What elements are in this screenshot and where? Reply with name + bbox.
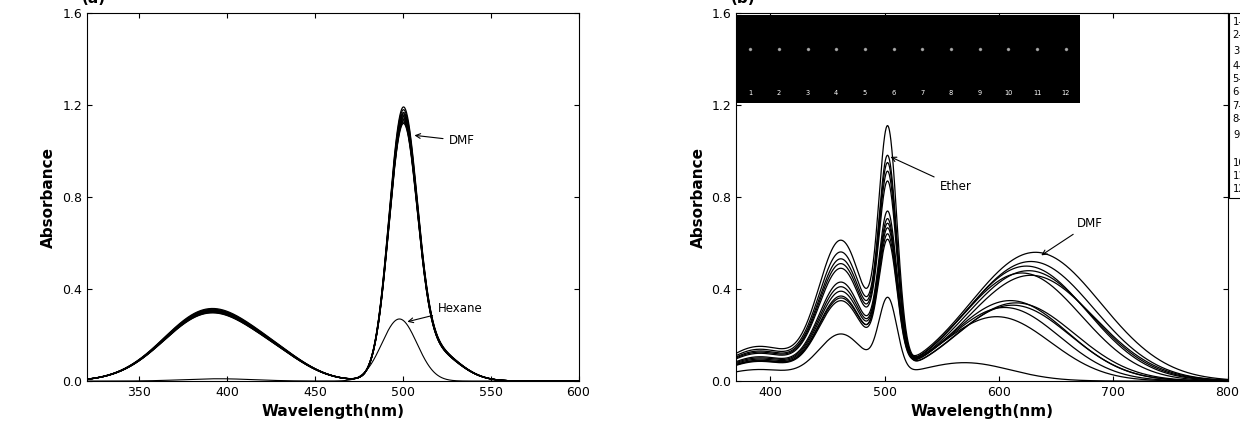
Text: 1-DMSO
2-DMF
3-CH$_3$CN
4-Acetone
5-THF
6-Ethyl acetate
7-Ether
8-DCM
9-CHCl$_3$: 1-DMSO 2-DMF 3-CH$_3$CN 4-Acetone 5-THF …	[1233, 17, 1240, 194]
Text: DMF: DMF	[415, 134, 475, 147]
Text: Hexane: Hexane	[408, 302, 482, 323]
Text: (a): (a)	[82, 0, 105, 6]
X-axis label: Wavelength(nm): Wavelength(nm)	[262, 404, 404, 420]
Y-axis label: Absorbance: Absorbance	[41, 147, 56, 247]
Y-axis label: Absorbance: Absorbance	[691, 147, 706, 247]
Text: Ether: Ether	[892, 157, 971, 193]
Text: (b): (b)	[730, 0, 755, 6]
Text: DMF: DMF	[1043, 217, 1102, 254]
X-axis label: Wavelength(nm): Wavelength(nm)	[910, 404, 1053, 420]
